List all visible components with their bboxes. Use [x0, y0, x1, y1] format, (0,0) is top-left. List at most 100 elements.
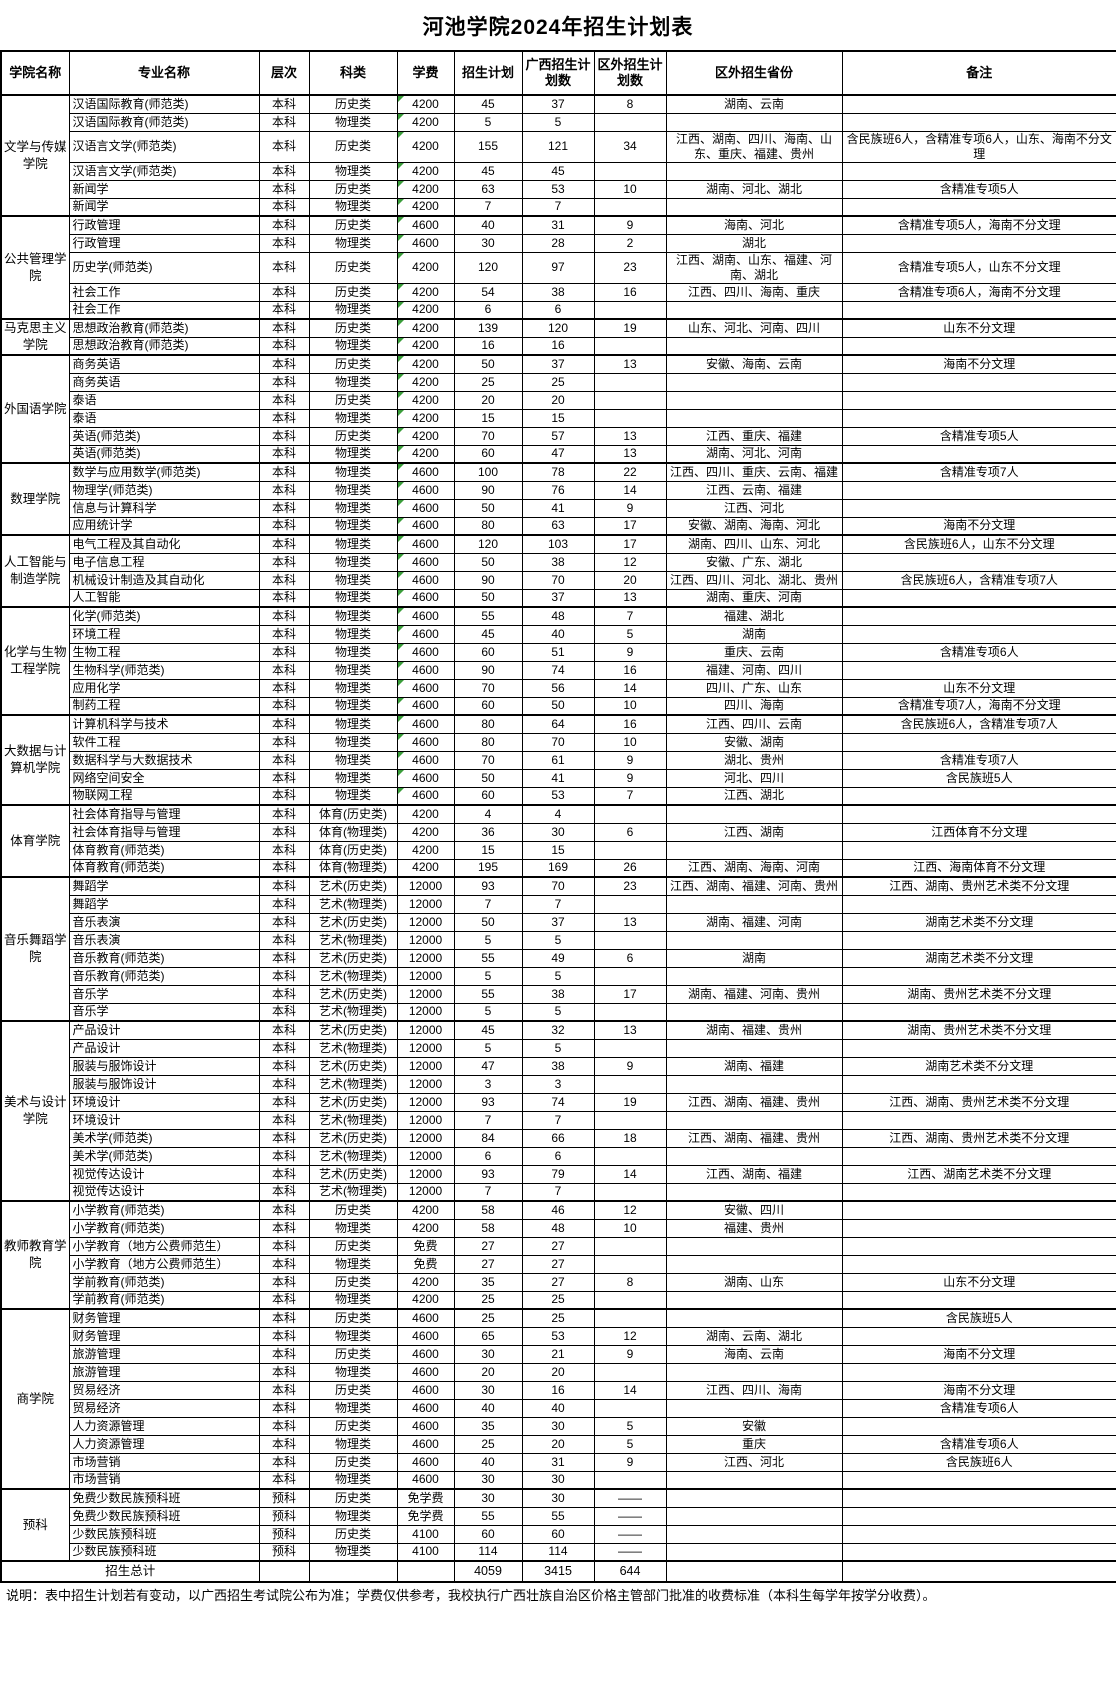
provinces-cell — [665, 1290, 843, 1310]
category-cell: 历史类 — [308, 318, 398, 338]
major-cell: 学前教育(师范类) — [68, 1272, 260, 1292]
plan-cell: 20 — [453, 390, 523, 410]
col-tuition: 学费 — [396, 50, 455, 96]
plan-cell: 30 — [453, 233, 523, 253]
guangxi-plan-cell: 25 — [521, 372, 595, 392]
outside-plan-cell: 17 — [593, 984, 667, 1004]
remark-cell — [841, 408, 1116, 428]
guangxi-plan-cell: 7 — [521, 894, 595, 914]
remark-cell: 含民族班6人 — [841, 1452, 1116, 1472]
category-cell: 艺术(历史类) — [308, 1056, 398, 1076]
provinces-cell: 江西、四川、海南、重庆 — [665, 282, 843, 302]
category-cell: 物理类 — [308, 408, 398, 428]
major-cell: 财务管理 — [68, 1326, 260, 1346]
plan-cell: 120 — [453, 251, 523, 284]
level-cell: 本科 — [258, 1110, 310, 1130]
table-row: 物联网工程 本科 物理类 4600 60 53 7 江西、湖北 — [1, 786, 1116, 806]
plan-cell: 139 — [453, 318, 523, 338]
major-cell: 行政管理 — [68, 233, 260, 253]
col-guangxi-plan: 广西招生计划数 — [521, 50, 595, 96]
level-cell: 本科 — [258, 1434, 310, 1454]
provinces-cell: 江西、湖南 — [665, 822, 843, 842]
plan-cell: 4059 — [453, 1560, 523, 1583]
guangxi-plan-cell: 47 — [521, 444, 595, 464]
remark-cell: 湖南艺术类不分文理 — [841, 948, 1116, 968]
remark-cell — [841, 444, 1116, 464]
plan-cell: 120 — [453, 534, 523, 554]
tuition-cell: 4200 — [396, 372, 455, 392]
major-cell: 音乐教育(师范类) — [68, 966, 260, 986]
college-group: 美术与设计学院 产品设计 本科 艺术(历史类) 12000 45 32 13 湖南、福建、贵州湖… — [0, 1020, 1116, 1202]
remark-cell: 湖南、贵州艺术类不分文理 — [841, 1020, 1116, 1040]
category-cell: 历史类 — [308, 1416, 398, 1436]
level-cell: 本科 — [258, 534, 310, 554]
guangxi-plan-cell: 79 — [521, 1164, 595, 1184]
plan-cell: 27 — [453, 1254, 523, 1274]
plan-cell: 93 — [453, 1092, 523, 1112]
level-cell: 本科 — [258, 1002, 310, 1022]
major-cell: 舞蹈学 — [68, 876, 260, 896]
tuition-cell: 4200 — [396, 354, 455, 374]
provinces-cell — [665, 1236, 843, 1256]
provinces-cell — [665, 1524, 843, 1544]
plan-cell: 70 — [453, 426, 523, 446]
guangxi-plan-cell: 7 — [521, 1182, 595, 1202]
provinces-cell: 湖南、河北、湖北 — [665, 179, 843, 199]
level-cell: 本科 — [258, 498, 310, 518]
level-cell: 本科 — [258, 1020, 310, 1040]
category-cell: 物理类 — [308, 786, 398, 806]
level-cell: 本科 — [258, 930, 310, 950]
tuition-cell: 12000 — [396, 1182, 455, 1202]
tuition-cell: 12000 — [396, 1074, 455, 1094]
guangxi-plan-cell: 31 — [521, 1452, 595, 1472]
college-name-cell: 外国语学院 — [0, 354, 70, 464]
plan-cell: 55 — [453, 1506, 523, 1526]
major-cell: 美术学(师范类) — [68, 1146, 260, 1166]
remark-cell — [841, 300, 1116, 320]
level-cell: 本科 — [258, 233, 310, 253]
guangxi-plan-cell: 76 — [521, 480, 595, 500]
provinces-cell — [665, 894, 843, 914]
table-row: 生物科学(师范类) 本科 物理类 4600 90 74 16 福建、河南、四川 — [1, 660, 1116, 680]
major-cell: 汉语国际教育(师范类) — [68, 94, 260, 114]
tuition-cell: 4600 — [396, 534, 455, 554]
level-cell: 本科 — [258, 660, 310, 680]
provinces-cell: 湖南、重庆、河南 — [665, 588, 843, 608]
provinces-cell — [665, 336, 843, 356]
table-row: 马克思主义学院 思想政治教育(师范类) 本科 历史类 4200 139 120 19 山东、河北… — [0, 318, 1116, 356]
major-cell: 汉语言文学(师范类) — [68, 161, 260, 181]
level-cell: 本科 — [258, 678, 310, 698]
tuition-cell: 12000 — [396, 948, 455, 968]
guangxi-plan-cell: 37 — [521, 588, 595, 608]
level-cell: 本科 — [258, 894, 310, 914]
table-row: 汉语言文学(师范类) 本科 历史类 4200 155 121 34 江西、湖南、四川、海南、山… — [1, 130, 1116, 163]
table-row: 市场营销 本科 历史类 4600 40 31 9 江西、河北 含民族班6人 — [1, 1452, 1116, 1472]
level-cell: 本科 — [258, 1290, 310, 1310]
remark-cell: 江西体育不分文理 — [841, 822, 1116, 842]
college-group: 公共管理学院 行政管理 本科 历史类 4600 40 31 9 海南、河北 含精准专项5人，海南不… — [0, 215, 1116, 320]
category-cell: 物理类 — [308, 336, 398, 356]
table-row: 音乐表演 本科 艺术(历史类) 12000 50 37 13 湖南、福建、河南 湖南艺术类不分文… — [1, 912, 1116, 932]
major-cell: 舞蹈学 — [68, 894, 260, 914]
total-label: 招生总计 — [0, 1560, 260, 1583]
guangxi-plan-cell: 55 — [521, 1506, 595, 1526]
guangxi-plan-cell: 46 — [521, 1200, 595, 1220]
category-cell: 艺术(历史类) — [308, 1128, 398, 1148]
remark-cell — [841, 1488, 1116, 1508]
guangxi-plan-cell: 169 — [521, 858, 595, 878]
major-cell: 免费少数民族预科班 — [68, 1488, 260, 1508]
level-cell: 本科 — [258, 804, 310, 824]
outside-plan-cell — [593, 1308, 667, 1328]
category-cell: 物理类 — [308, 732, 398, 752]
tuition-cell: 12000 — [396, 1002, 455, 1022]
college-name-cell: 体育学院 — [0, 804, 70, 878]
remark-cell — [841, 930, 1116, 950]
level-cell: 本科 — [258, 1272, 310, 1292]
guangxi-plan-cell: 6 — [521, 1146, 595, 1166]
table-row: 少数民族预科班 预科 物理类 4100 114 114 —— — [1, 1542, 1116, 1562]
provinces-cell: 四川、海南 — [665, 696, 843, 716]
plan-cell: 5 — [453, 930, 523, 950]
category-cell: 历史类 — [308, 426, 398, 446]
remark-cell: 含民族班5人 — [841, 1308, 1116, 1328]
plan-cell: 6 — [453, 300, 523, 320]
